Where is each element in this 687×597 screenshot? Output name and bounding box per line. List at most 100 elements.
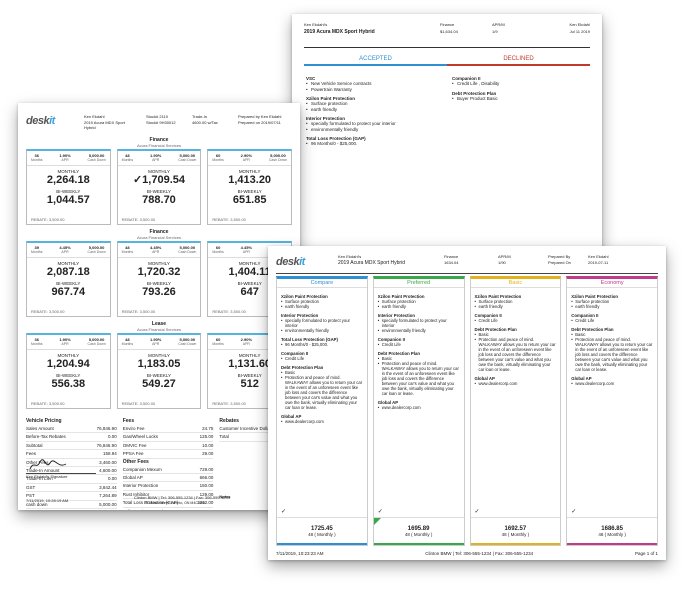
menu-price: 1695.89 [407, 526, 430, 532]
pricing-row: After-Tax Rebates 0.00 [26, 509, 117, 510]
card-rebate: REBATE: 3,500.00 [212, 217, 246, 222]
declined-item: Credit Life , Disability [452, 81, 592, 87]
vehicle-pricing: Vehicle Pricing Sales Amount 76,846.90 Bef… [26, 418, 117, 510]
fee-row-label: Enviro Fee [122, 426, 145, 431]
declined-products: Companion IICredit Life , Disability Debt… [452, 72, 592, 101]
front-prepared-on: 2019-07-11 [588, 260, 609, 265]
pricing-row-label: Other Fees [26, 459, 49, 465]
menu-column-basic[interactable]: Basic Xzilon Paint ProtectionSurface prot… [469, 276, 562, 546]
menu-column-economy[interactable]: Economy Xzilon Paint ProtectionSurface pr… [566, 276, 658, 546]
menu-product-item: earth friendly [378, 304, 460, 309]
monthly-label: MONTHLY [238, 169, 261, 174]
menu-product-list: BasicProtection and peace of mind. WALKA… [475, 332, 557, 372]
front-header: deskit Ken Ekdahl's 2019 Acura MDX Sport… [276, 252, 658, 274]
left-footer-address: 123 Main Street, Toronto, ON M4C 5H9 [144, 501, 206, 505]
menu-product-item: Basic [571, 332, 653, 337]
biweekly-label: BI-WEEKLY [56, 281, 81, 286]
menu-product-item: Credit Life [281, 356, 363, 361]
biweekly-payment: 556.38 [51, 378, 86, 390]
checkmark-icon: ✓ [474, 509, 480, 515]
menu-product-item: www.dealercorp.com [378, 405, 460, 410]
menu-column-footer: 1692.57 48 ( Monthly ) [470, 517, 561, 545]
menu-product-list: Credit Life [571, 318, 653, 323]
left-footer-dealer: Clinton BMW | Tel: 306-555-1234 | Fax: 3… [134, 495, 230, 500]
menu-product-item: Credit Life [475, 318, 557, 323]
menu-product-item: Surface protection [281, 299, 363, 304]
card-term: 48 Months [121, 153, 134, 162]
front-footer-date: 7/11/2019, 10:23:23 AM [276, 551, 324, 556]
payment-option-card[interactable]: 48 Months 1.90% APR 5,000.00 Cash Down MONTHLY… [116, 149, 202, 225]
menu-product-title: Total Loss Protection (GAP) [281, 337, 338, 342]
front-apr-label: APR/M [498, 254, 511, 259]
payment-card-row: 36 Months 1.90% APR 5,000.00 Cash Down MONTHLY… [26, 333, 292, 409]
declined-section-title: Debt Protection Plan [452, 90, 497, 96]
pricing-row-value: 7,264.89 [99, 493, 117, 499]
left-trade: 4600.00 w/Tax [192, 120, 218, 125]
monthly-payment: 1,720.32 [137, 266, 181, 278]
monthly-payment: 1,404.11 [228, 266, 271, 278]
pricing-row-label: Trade-In Lien [26, 476, 53, 482]
front-prepared-by-label: Prepared By [548, 254, 571, 259]
menu-column-compare[interactable]: Compare Xzilon Paint ProtectionSurface pr… [276, 276, 368, 546]
payment-option-card[interactable]: 39 Months 4.45% APR 5,000.00 Cash Down MONTHLY… [26, 241, 111, 317]
monthly-payment: 1,183.05 [137, 358, 181, 370]
pricing-row: Trade-In Lien 0.00 [26, 475, 117, 484]
left-stock: Stock# 2110 [146, 114, 168, 119]
accepted-tab: ACCEPTED [304, 54, 447, 66]
pricing-row-label: Fees [26, 451, 37, 457]
menu-product-item: Protection and peace of mind. WALKAWAY a… [475, 337, 557, 372]
declined-item: Buyer Product Basic [452, 96, 592, 102]
card-term: 39 Months [31, 245, 43, 254]
payment-section-header: Finance Acura Financial Services [26, 229, 292, 240]
biweekly-label: BI-WEEKLY [237, 189, 262, 194]
accepted-products: VSCNew Vehicle Service contractsPowertra… [306, 72, 446, 147]
pricing-row-label: Before-Tax Rebates [26, 434, 66, 440]
payment-option-card[interactable]: 36 Months 1.90% APR 5,000.00 Cash Down MONTHLY… [26, 333, 111, 409]
menu-product-title: Xzilon Paint Protection [474, 294, 522, 299]
menu-product-list: Credit Life [281, 356, 363, 361]
menu-product-item: earth friendly [475, 304, 557, 309]
other-fee-row: Interior Protection 150.00 [122, 482, 214, 491]
section-title: Finance [149, 229, 169, 235]
payment-option-card[interactable]: 48 Months 1.90% APR 5,000.00 Cash Down MONTHLY… [116, 333, 202, 409]
monthly-payment: 1,131.60 [228, 358, 272, 370]
menu-product-list: www.dealercorp.com [378, 405, 460, 410]
menu-product-list: www.dealercorp.com [571, 381, 653, 386]
menu-product-list: www.dealercorp.com [475, 381, 557, 386]
menu-column-preferred[interactable]: Preferred Xzilon Paint ProtectionSurface … [372, 276, 465, 546]
menu-product-item: specially formulated to protect your int… [378, 318, 460, 328]
payment-option-card[interactable]: 48 Months 4.45% APR 5,000.00 Cash Down MONTHLY… [116, 241, 202, 317]
card-rebate: REBATE: 3,500.00 [212, 401, 246, 406]
pricing-row-value: 4,600.00 [99, 468, 117, 474]
section-title: Lease [151, 321, 167, 327]
fee-row: Enviro Fee 24.75 [122, 425, 214, 434]
payment-option-card[interactable]: 36 Months 1.90% APR 5,000.00 Cash Down MONTHLY… [26, 149, 111, 225]
pricing-row: Subtotal 76,846.90 [26, 442, 117, 451]
menu-product-item: Surface protection [378, 299, 460, 304]
card-apr: 1.90% APR [150, 153, 162, 162]
deskit-logo-front: deskit [276, 256, 305, 268]
accepted-item: 96 Months/0 - $25,000. [306, 141, 446, 147]
biweekly-payment: 793.26 [142, 286, 176, 298]
accepted-section-title: Interior Protection [306, 116, 346, 121]
menu-price: 1725.45 [311, 526, 333, 532]
menu-product-list: Surface protectionearth friendly [378, 299, 460, 309]
selected-corner-icon [373, 517, 382, 525]
menu-product-title: Companion II [281, 351, 309, 356]
pricing-row-label: Subtotal [26, 442, 43, 448]
other-fee-row-label: Interior Protection [122, 483, 159, 489]
menu-product-title: Interior Protection [377, 313, 415, 318]
accepted-section-list: Surface protectionearth friendly [306, 101, 446, 112]
signature-label: Ken Ekdahl's Signature [26, 473, 96, 479]
biweekly-payment: 1,044.57 [46, 194, 90, 206]
menu-product-item: www.dealercorp.com [281, 419, 363, 424]
menu-product-list: Credit Life [378, 342, 460, 347]
section-lender: Acura Financial Services [136, 235, 182, 240]
front-apr: 1/90 [498, 260, 506, 265]
menu-product-title: Xzilon Paint Protection [377, 294, 425, 299]
fee-row-value: 10.00 [202, 442, 214, 448]
